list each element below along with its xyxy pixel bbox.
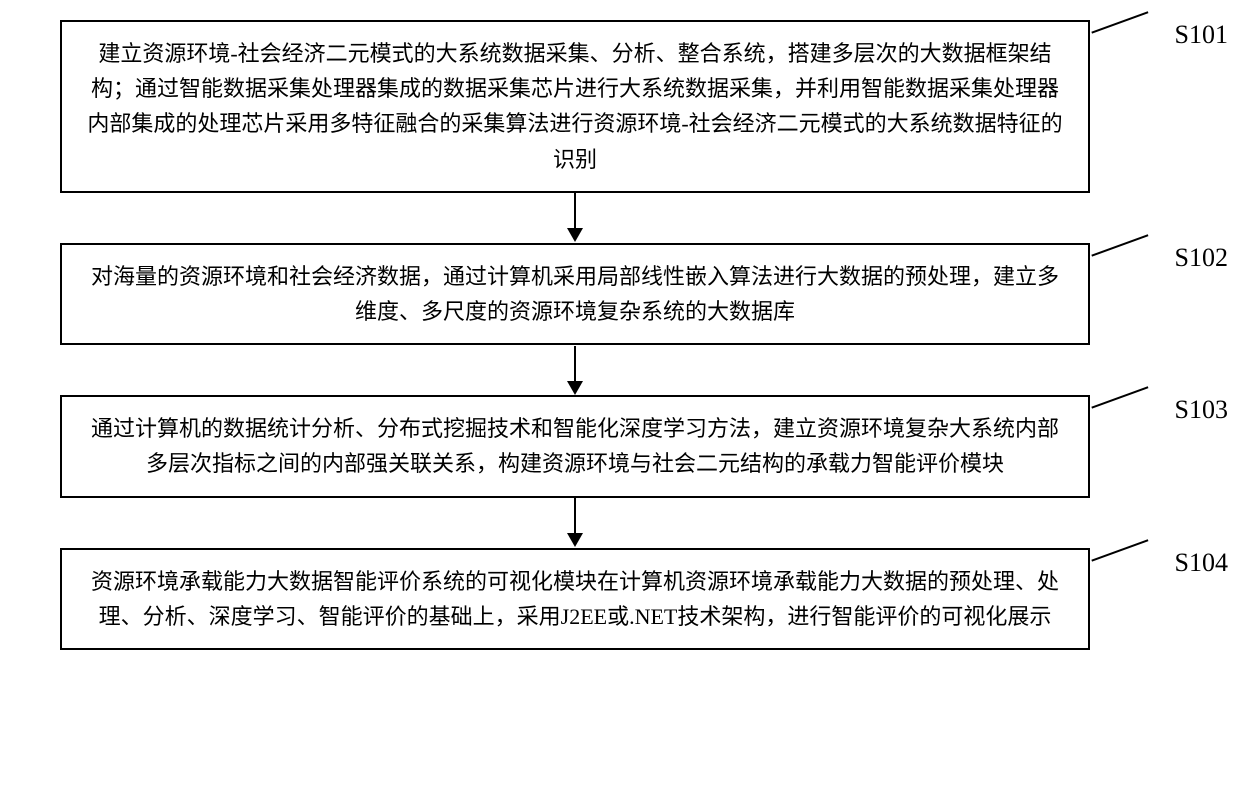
step-box-s104: S104 资源环境承载能力大数据智能评价系统的可视化模块在计算机资源环境承载能力… (60, 548, 1090, 650)
step-label-s101: S101 (1175, 14, 1228, 56)
arrow-3 (567, 498, 583, 548)
arrow-line (574, 498, 576, 533)
arrow-1 (567, 193, 583, 243)
connector-line (1088, 2, 1148, 34)
arrow-head (567, 228, 583, 242)
arrow-head (567, 381, 583, 395)
step-box-s103: S103 通过计算机的数据统计分析、分布式挖掘技术和智能化深度学习方法，建立资源… (60, 395, 1090, 497)
step-text-s103: 通过计算机的数据统计分析、分布式挖掘技术和智能化深度学习方法，建立资源环境复杂大… (91, 416, 1059, 476)
step-text-s101: 建立资源环境-社会经济二元模式的大系统数据采集、分析、整合系统，搭建多层次的大数… (87, 41, 1062, 172)
step-box-s102: S102 对海量的资源环境和社会经济数据，通过计算机采用局部线性嵌入算法进行大数… (60, 243, 1090, 345)
step-label-s102: S102 (1175, 237, 1228, 279)
arrow-2 (567, 345, 583, 395)
step-box-s101: S101 建立资源环境-社会经济二元模式的大系统数据采集、分析、整合系统，搭建多… (60, 20, 1090, 193)
step-text-s102: 对海量的资源环境和社会经济数据，通过计算机采用局部线性嵌入算法进行大数据的预处理… (91, 264, 1059, 324)
flowchart-container: S101 建立资源环境-社会经济二元模式的大系统数据采集、分析、整合系统，搭建多… (50, 20, 1100, 650)
connector-line (1088, 377, 1148, 409)
step-text-s104: 资源环境承载能力大数据智能评价系统的可视化模块在计算机资源环境承载能力大数据的预… (91, 569, 1059, 629)
connector-line (1088, 225, 1148, 257)
connector-line (1088, 529, 1148, 561)
arrow-line (574, 193, 576, 228)
step-label-s104: S104 (1175, 542, 1228, 584)
arrow-line (574, 346, 576, 381)
arrow-head (567, 533, 583, 547)
step-label-s103: S103 (1175, 389, 1228, 431)
